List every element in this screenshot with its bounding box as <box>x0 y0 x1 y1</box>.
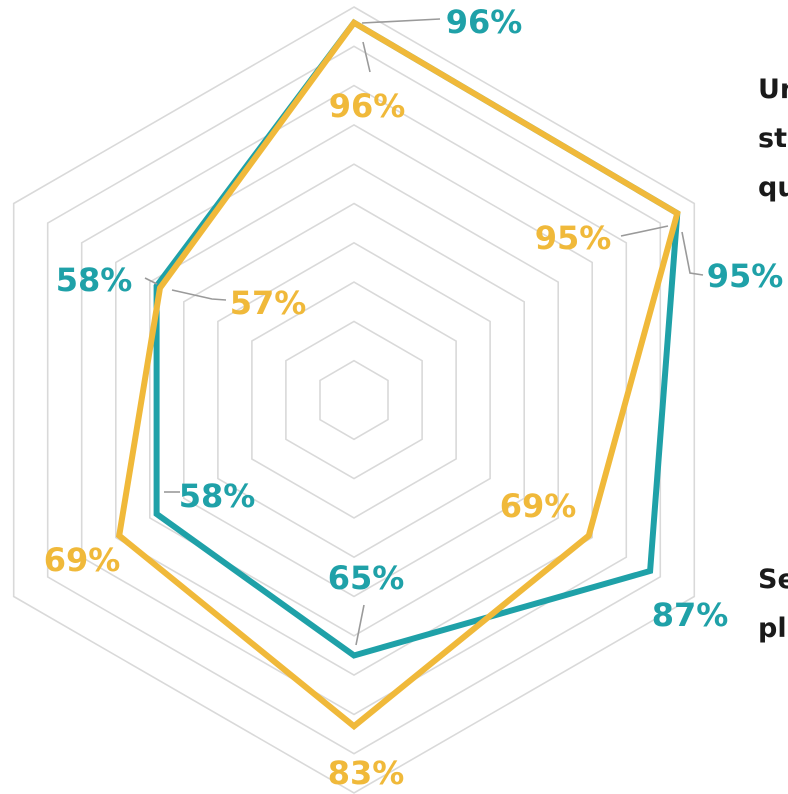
series-0-value-label: 96% <box>446 3 523 41</box>
radar-series <box>115 18 681 731</box>
grid-ring <box>285 320 423 480</box>
category-label-line: Un <box>758 74 788 105</box>
leader-line <box>171 289 227 301</box>
category-label-bottom-right: Se pl <box>758 564 788 644</box>
leader-line <box>620 225 669 237</box>
series-1-line <box>115 18 681 731</box>
series-0-value-label: 87% <box>652 596 729 634</box>
grid-ring <box>80 84 628 716</box>
label-leader-lines <box>144 18 704 646</box>
series-1-value-label: 95% <box>535 219 612 257</box>
grid-ring <box>183 202 526 598</box>
value-labels: 96% 95% 87% 65% 58% 58% 96% 95% 69% 83% 69% 57% <box>44 3 784 792</box>
category-label-line: st <box>758 123 787 154</box>
leader-line <box>355 604 365 646</box>
series-1-value-label: 57% <box>230 284 307 322</box>
leader-line <box>144 277 158 285</box>
grid-ring <box>251 281 457 519</box>
grid-ring <box>12 6 696 794</box>
grid-ring <box>217 241 491 559</box>
category-label-line: qu <box>758 172 788 203</box>
grid-ring <box>149 163 560 637</box>
series-0-value-label: 58% <box>56 261 133 299</box>
series-1-value-label: 96% <box>329 87 406 125</box>
series-0-value-label: 65% <box>328 559 405 597</box>
leader-line <box>361 18 441 24</box>
series-1-value-label: 69% <box>44 541 121 579</box>
grid-ring <box>319 359 389 441</box>
series-1-value-label: 83% <box>328 754 405 792</box>
grid-ring <box>46 45 662 755</box>
leader-line <box>681 231 704 276</box>
grid-ring <box>115 123 594 677</box>
series-0-value-label: 58% <box>179 477 256 515</box>
category-label-top-right: Un st qu <box>758 74 788 203</box>
category-label-line: pl <box>758 613 787 644</box>
series-1-value-label: 69% <box>500 487 577 525</box>
category-label-line: Se <box>758 564 788 595</box>
leader-line <box>362 41 371 73</box>
radar-grid <box>12 6 696 794</box>
series-0-value-label: 95% <box>707 257 784 295</box>
